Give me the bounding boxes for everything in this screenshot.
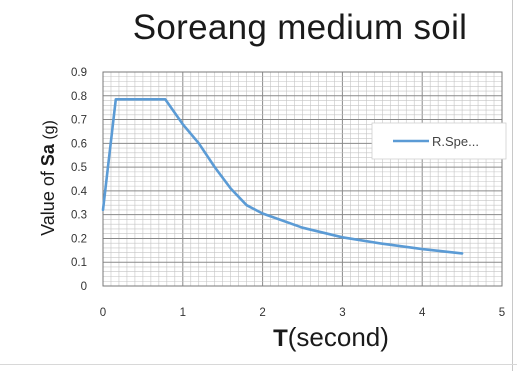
x-tick-label: 4 xyxy=(419,307,426,319)
grid xyxy=(102,71,503,287)
y-tick-label: 0.4 xyxy=(71,186,88,198)
y-tick-label: 0.5 xyxy=(71,162,87,174)
y-tick-label: 0.3 xyxy=(71,210,87,222)
series-line xyxy=(101,98,464,255)
x-axis-label: T(second) xyxy=(273,322,389,352)
window-edge-bottom xyxy=(0,364,517,365)
legend: R.Spe... xyxy=(371,122,507,160)
y-axis-label: Value of Sa (g) xyxy=(38,120,58,236)
y-tick-label: 0.1 xyxy=(71,257,87,269)
plot-area-border xyxy=(102,71,503,287)
legend-label: R.Spe... xyxy=(432,134,479,149)
x-tick-label: 0 xyxy=(100,307,106,319)
window-edge xyxy=(512,0,513,371)
series-layer xyxy=(101,98,464,255)
y-tick-label: 0 xyxy=(81,281,87,293)
x-tick-label: 2 xyxy=(259,307,265,319)
y-tick-label: 0.9 xyxy=(71,67,87,79)
y-tick-label: 0.2 xyxy=(71,233,87,245)
y-tick-label: 0.6 xyxy=(71,138,87,150)
chart-title: Soreang medium soil xyxy=(132,8,468,47)
x-tick-label: 1 xyxy=(180,307,186,319)
axes: 0 1 2 3 4 5 0 0.1 0.2 0.3 0.4 0.5 0.6 0.7 0.8 0.9 xyxy=(71,67,505,319)
y-tick-label: 0.8 xyxy=(71,91,87,103)
x-tick-label: 3 xyxy=(339,307,345,319)
y-tick-label: 0.7 xyxy=(71,115,87,127)
x-tick-label: 5 xyxy=(499,307,505,319)
